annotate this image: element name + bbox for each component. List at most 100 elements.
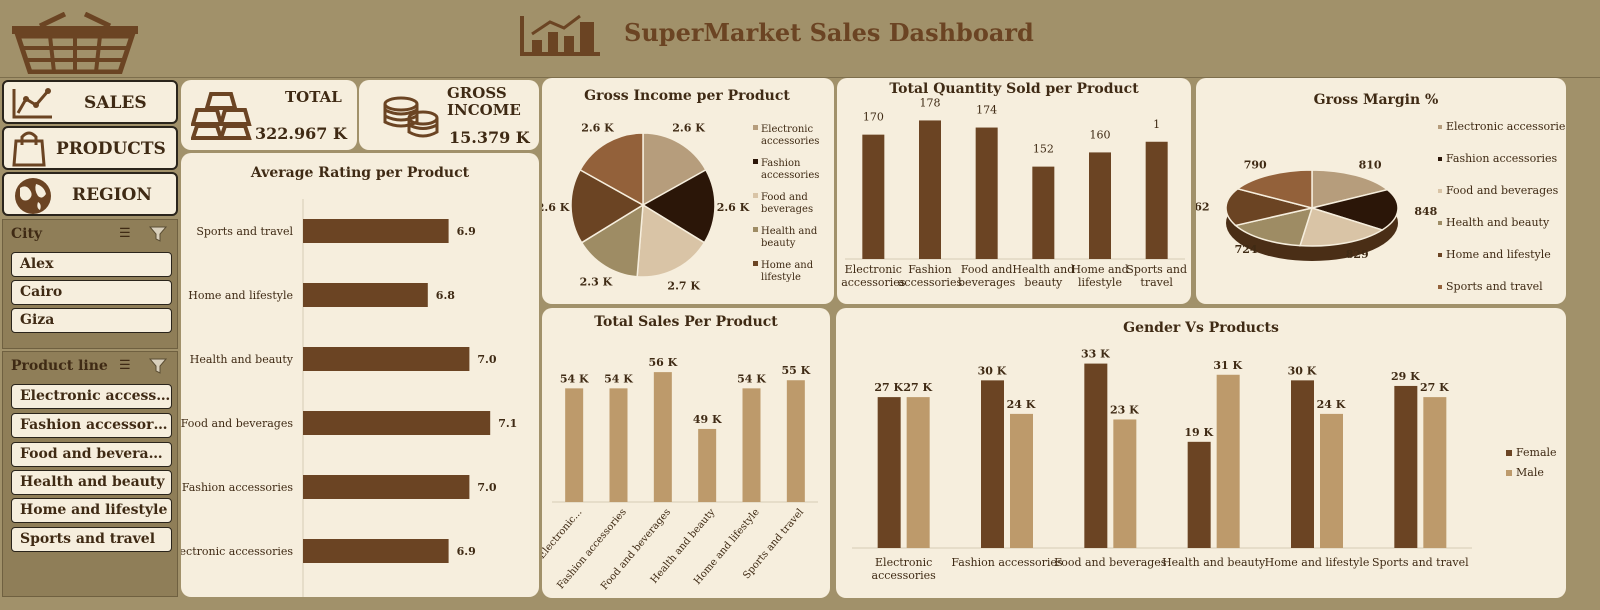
gross-income-legend-swatch	[753, 125, 758, 130]
gross-margin-legend-swatch	[1438, 253, 1442, 257]
product-option-fashion[interactable]: Fashion accessories	[11, 413, 172, 438]
globe-icon	[15, 178, 51, 214]
qty-category-label: beauty	[1024, 276, 1063, 289]
sales-bar	[786, 380, 805, 502]
qty-category-label: travel	[1140, 276, 1173, 289]
qty-bar	[1145, 141, 1168, 259]
gross-income-legend-swatch	[753, 227, 758, 232]
avg-rating-chart: Sports and travel 6.9 Home and lifestyle 6.…	[181, 199, 517, 597]
qty-category-label: Health and	[1012, 263, 1074, 276]
gross-income-legend-swatch	[753, 193, 758, 198]
gender-bar-male	[1423, 397, 1447, 548]
nav-products-button[interactable]: PRODUCTS	[2, 126, 178, 170]
clear-filter-icon[interactable]	[149, 358, 167, 374]
city-slicer-title: City	[11, 226, 43, 242]
gross-margin-slice	[1299, 207, 1384, 247]
qty-data-label: 160	[1090, 128, 1111, 141]
gross-income-legend-label: Electronic	[761, 124, 813, 135]
gross-margin-legend-label: Electronic accessories	[1446, 120, 1566, 133]
qty-category-label: beverages	[958, 276, 1016, 289]
gross-income-legend-label: Health and	[761, 226, 818, 237]
rating-data-label: 7.1	[498, 417, 517, 430]
city-option-giza[interactable]: Giza	[11, 308, 172, 333]
gross-margin-legend-label: Health and beauty	[1446, 216, 1550, 229]
total-label: TOTAL	[285, 88, 342, 106]
sales-data-label: 54 K	[737, 372, 766, 385]
gender-category-label: Electronic	[875, 556, 932, 569]
city-option-cairo[interactable]: Cairo	[11, 280, 172, 305]
shopping-basket-icon	[12, 12, 138, 74]
product-line-slicer: Product line ☰ Electronic accessor... Fa…	[2, 351, 178, 597]
gross-income-slice	[580, 203, 644, 278]
rating-data-label: 6.8	[436, 289, 455, 302]
product-option-home[interactable]: Home and lifestyle	[11, 498, 172, 523]
gross-income-legend-label: beauty	[761, 238, 796, 249]
avg-rating-title: Average Rating per Product	[250, 165, 470, 181]
gender-legend-label: Male	[1516, 466, 1544, 479]
line-chart-icon	[12, 88, 52, 119]
gross-margin-data-label: 810	[1359, 159, 1382, 172]
sales-bar	[565, 388, 584, 502]
gender-data-label: 23 K	[1110, 403, 1139, 416]
sales-data-label: 56 K	[648, 356, 677, 369]
rating-category-label: Sports and travel	[196, 225, 293, 238]
qty-category-label: Sports and	[1126, 263, 1187, 276]
gross-income-slice	[642, 132, 707, 207]
gross-margin-legend-label: Home and lifestyle	[1446, 248, 1551, 261]
multi-select-icon[interactable]: ☰	[119, 226, 131, 241]
product-option-food[interactable]: Food and beverages	[11, 442, 172, 467]
clear-filter-icon[interactable]	[149, 226, 167, 242]
product-option-health[interactable]: Health and beauty	[11, 470, 172, 495]
gross-margin-data-label: 724	[1235, 243, 1258, 256]
nav-region-button[interactable]: REGION	[2, 172, 178, 216]
gross-income-legend-swatch	[753, 159, 758, 164]
nav-sales-button[interactable]: SALES	[2, 80, 178, 124]
gross-income-label-1: GROSS	[447, 84, 507, 102]
gross-margin-card: Gross Margin % 810 848 829 724 762 790 Electro…	[1196, 78, 1566, 304]
gross-income-kpi-card: GROSS INCOME 15.379 K	[359, 80, 539, 150]
sales-data-label: 49 K	[693, 413, 722, 426]
qty-category-label: Home and	[1071, 263, 1128, 276]
gross-income-legend-label: Food and	[761, 192, 808, 203]
gender-bar-male	[1320, 413, 1343, 548]
gender-legend-swatch	[1506, 450, 1512, 456]
gender-bar-female	[1187, 441, 1211, 548]
gross-income-data-label: 2.6 K	[542, 201, 570, 214]
gross-margin-data-label: 762	[1196, 201, 1210, 214]
product-line-slicer-title: Product line	[11, 358, 108, 374]
gross-margin-legend-swatch	[1438, 125, 1442, 129]
gross-income-pie-card: Gross Income per Product 2.6 K 2.6 K 2.7 K…	[542, 78, 834, 304]
rating-data-label: 7.0	[477, 481, 496, 494]
product-option-sports[interactable]: Sports and travel	[11, 527, 172, 552]
gross-margin-legend-label: Food and beverages	[1446, 184, 1559, 197]
qty-bar	[975, 127, 998, 260]
gender-data-label: 24 K	[1317, 398, 1346, 411]
rating-bar	[303, 539, 449, 563]
total-sales-title: Total Sales Per Product	[594, 314, 778, 330]
rating-bar	[303, 347, 470, 371]
gender-data-label: 24 K	[1007, 398, 1036, 411]
gender-data-label: 30 K	[1288, 364, 1317, 377]
city-slicer: City ☰ Alex Cairo Giza	[2, 219, 178, 349]
gold-bars-icon	[191, 92, 252, 140]
sales-bar	[698, 428, 717, 502]
gross-income-slice	[641, 168, 716, 244]
gender-bar-female	[1291, 380, 1314, 548]
product-option-electronic[interactable]: Electronic accessor...	[11, 384, 172, 409]
gender-category-label: accessories	[872, 569, 937, 582]
gender-data-label: 19 K	[1184, 426, 1213, 439]
gender-bar-female	[981, 380, 1004, 548]
gross-income-pie-chart: 2.6 K 2.6 K 2.7 K 2.3 K 2.6 K 2.6 K Electronic…	[542, 121, 819, 292]
gross-income-data-label: 2.6 K	[717, 201, 750, 214]
rating-category-label: Electronic accessories	[181, 545, 293, 558]
gross-income-value: 15.379 K	[449, 128, 530, 147]
multi-select-icon[interactable]: ☰	[119, 358, 131, 373]
rating-data-label: 7.0	[477, 353, 496, 366]
gross-income-slice	[570, 168, 645, 244]
qty-category-label: Fashion	[908, 263, 951, 276]
rating-category-label: Fashion accessories	[182, 481, 293, 494]
city-option-alex[interactable]: Alex	[11, 252, 172, 277]
sales-category-label: Electronic...	[542, 507, 584, 561]
gross-income-data-label: 2.6 K	[672, 121, 705, 134]
coins-icon	[383, 96, 439, 138]
